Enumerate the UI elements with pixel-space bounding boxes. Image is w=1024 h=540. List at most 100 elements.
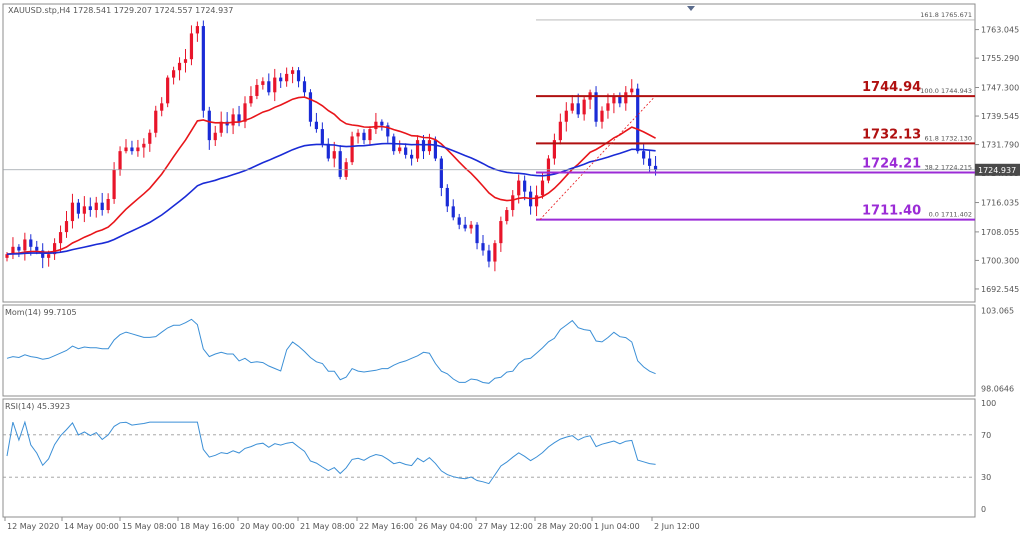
momentum-line [6, 318, 656, 384]
candle-body [249, 95, 253, 104]
candle-body [94, 202, 98, 211]
candle-body [47, 254, 51, 258]
rsi-tick-label: 0 [981, 505, 986, 514]
candle-body [499, 221, 503, 244]
time-tick-label: 15 May 08:00 [122, 522, 177, 531]
fib-level-label: 38.2 1724.215 [924, 163, 972, 171]
rsi-tick-label: 100 [981, 399, 996, 408]
candle-body [124, 147, 128, 152]
candle-body [410, 154, 414, 159]
rsi-tick-label: 70 [981, 431, 991, 440]
rsi-line [6, 420, 656, 485]
candle-body [624, 92, 628, 104]
candle-body [517, 180, 521, 196]
fib-big-label: 1711.40 [862, 204, 921, 219]
candle-body [558, 121, 562, 141]
fib-trend-line [539, 96, 656, 220]
candle-body [255, 84, 259, 96]
candle-body [427, 140, 432, 152]
ema-slow-line [6, 142, 656, 255]
candle-body [302, 81, 307, 93]
candle-body [320, 129, 324, 144]
candle-body [534, 195, 539, 207]
price-tick-label: 1763.045 [981, 26, 1019, 35]
candle-body [166, 77, 170, 104]
candle-body [612, 95, 616, 104]
candle-body [172, 70, 176, 78]
candle-body [451, 206, 455, 218]
price-tick-label: 1739.545 [981, 112, 1019, 121]
candle-body [213, 132, 217, 141]
main-frame [2, 3, 976, 303]
candle-body [463, 224, 467, 229]
fib-level-label: 100.0 1744.943 [920, 87, 972, 95]
candle-body [398, 147, 402, 152]
candle-body [136, 147, 140, 152]
candle-body [308, 92, 313, 122]
panel-frames [2, 3, 976, 518]
candle-body [582, 99, 586, 115]
candle-body [118, 151, 122, 170]
candle-body [106, 198, 110, 211]
time-tick-label: 18 May 16:00 [180, 522, 235, 531]
candle-body [404, 147, 408, 155]
candle-body [154, 110, 158, 133]
candle-body [58, 232, 63, 244]
price-tick-label: 1700.300 [981, 256, 1019, 265]
fib-big-label: 1724.21 [862, 156, 921, 171]
candle-body [64, 221, 69, 233]
candle-body [511, 195, 515, 211]
candle-body [421, 140, 426, 152]
candle-body [523, 180, 527, 192]
candle-body [195, 26, 199, 34]
candle-body [201, 26, 205, 111]
candle-body [439, 158, 443, 188]
time-tick-label: 22 May 16:00 [359, 522, 414, 531]
time-tick-label: 1 Jun 04:00 [594, 522, 640, 531]
price-tick-label: 1716.035 [981, 199, 1019, 208]
time-tick-label: 20 May 00:00 [240, 522, 295, 531]
candle-body [374, 121, 378, 130]
candle-body [88, 206, 92, 211]
candle-body [564, 110, 568, 122]
candle-body [23, 239, 27, 251]
mom-frame [2, 304, 976, 397]
time-tick-label: 2 Jun 12:00 [654, 522, 700, 531]
time-tick-label: 21 May 08:00 [300, 522, 355, 531]
candle-body [433, 140, 437, 159]
candle-body [70, 202, 75, 222]
rsi-panel[interactable]: 100 70 30 0 [3, 399, 996, 514]
momentum-panel[interactable]: 103.065 98.0646 [6, 306, 1014, 394]
candle-body [415, 140, 420, 159]
candle-body [356, 132, 360, 137]
candle-body [41, 250, 45, 258]
candle-body [618, 95, 622, 104]
chart-shift-marker-icon[interactable] [687, 6, 695, 11]
candle-body [76, 202, 80, 214]
candle-body [475, 224, 479, 244]
price-tick-label: 1755.290 [981, 54, 1019, 63]
mom-tick-label: 103.065 [981, 306, 1014, 315]
current-price-marker [975, 163, 1020, 176]
candle-body [267, 81, 271, 93]
candle-body [552, 140, 556, 159]
price-tick-label: 1708.055 [981, 228, 1019, 237]
rsi-frame [2, 398, 976, 518]
candle-body [231, 114, 235, 126]
candle-body [326, 143, 330, 159]
fib-big-label: 1744.94 [862, 80, 921, 95]
candle-body [279, 77, 283, 82]
candle-body [285, 73, 289, 82]
fib-level-label: 61.8 1732.130 [924, 134, 972, 142]
moving-averages [6, 96, 656, 255]
candle-body [237, 114, 241, 122]
candle-body [177, 62, 182, 71]
candle-body [600, 110, 604, 122]
candle-body [653, 165, 658, 170]
candle-body [606, 103, 610, 111]
candle-body [493, 243, 497, 262]
ema-fast-line [6, 96, 656, 255]
price-tick-label: 1747.300 [981, 84, 1019, 93]
candle-body [148, 132, 152, 144]
